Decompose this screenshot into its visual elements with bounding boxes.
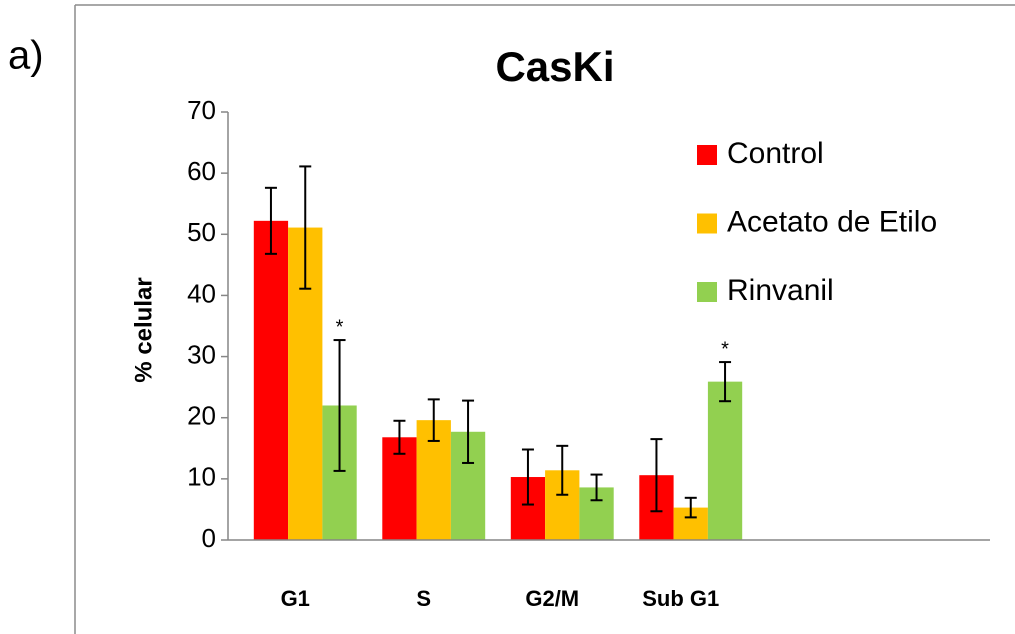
- y-tick-label: 30: [187, 339, 216, 369]
- panel-label: a): [8, 34, 44, 78]
- x-tick-label: G1: [281, 586, 310, 611]
- bar: [707, 381, 743, 540]
- x-tick-label: Sub G1: [642, 586, 719, 611]
- y-tick-label: 20: [187, 401, 216, 431]
- significance-marker: *: [721, 338, 729, 360]
- y-tick-label: 40: [187, 278, 216, 308]
- x-tick-label: S: [416, 586, 431, 611]
- y-tick-label: 0: [202, 523, 216, 553]
- y-tick-label: 60: [187, 156, 216, 186]
- y-tick-label: 50: [187, 217, 216, 247]
- y-tick-label: 70: [187, 95, 216, 125]
- bar: [253, 220, 289, 540]
- y-tick-label: 10: [187, 462, 216, 492]
- legend-label: Acetato de Etilo: [727, 205, 937, 238]
- legend-swatch: [697, 213, 717, 234]
- legend-swatch: [697, 145, 717, 165]
- legend-swatch: [697, 282, 717, 302]
- x-tick-label: G2/M: [525, 586, 579, 611]
- chart-title: CasKi: [495, 43, 614, 90]
- legend-label: Rinvanil: [727, 274, 834, 307]
- significance-marker: *: [336, 316, 344, 338]
- y-axis-label: % celular: [130, 277, 157, 382]
- legend-label: Control: [727, 137, 824, 170]
